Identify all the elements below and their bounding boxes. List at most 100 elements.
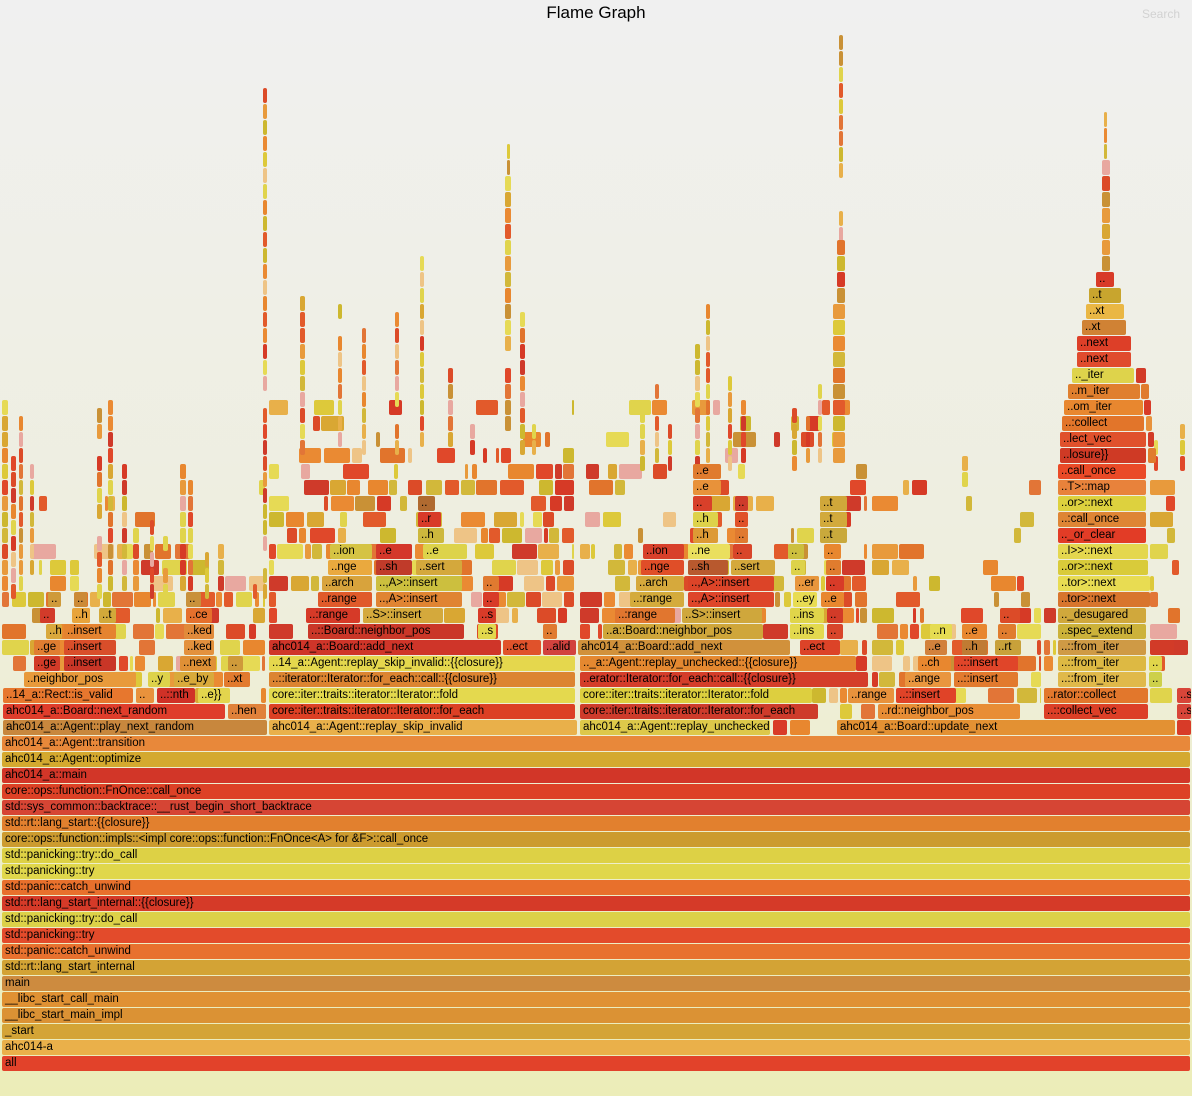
stack-frame-unlabeled[interactable] [454,528,477,543]
stack-frame-unlabeled[interactable] [841,560,865,575]
stack-frame-unlabeled[interactable] [263,232,267,247]
stack-frame-unlabeled[interactable] [395,360,399,375]
stack-frame-unlabeled[interactable] [520,360,525,375]
stack-frame-unlabeled[interactable] [706,400,710,415]
stack-frame[interactable]: ..h [693,512,718,527]
stack-frame-unlabeled[interactable] [312,544,323,559]
stack-frame-unlabeled[interactable] [380,528,397,543]
stack-frame-unlabeled[interactable] [19,560,23,575]
stack-frame-unlabeled[interactable] [108,464,113,479]
stack-frame-unlabeled[interactable] [300,344,305,359]
stack-frame[interactable]: ..call_once [1058,464,1146,479]
stack-frame[interactable]: ..:range [630,592,684,607]
stack-frame-unlabeled[interactable] [338,304,342,319]
stack-frame-unlabeled[interactable] [505,384,511,399]
stack-frame-unlabeled[interactable] [562,560,574,575]
stack-frame[interactable]: ..e [423,544,467,559]
stack-frame-unlabeled[interactable] [420,368,424,383]
stack-frame-unlabeled[interactable] [133,528,139,543]
stack-frame-unlabeled[interactable] [263,344,267,359]
stack-frame-unlabeled[interactable] [188,544,193,559]
stack-frame-unlabeled[interactable] [668,440,672,455]
stack-frame-unlabeled[interactable] [1044,656,1054,671]
stack-frame[interactable]: ahc014_a::Board::add_next [269,640,501,655]
stack-frame-unlabeled[interactable] [598,624,602,639]
stack-frame-unlabeled[interactable] [962,456,968,471]
stack-frame-unlabeled[interactable] [19,448,23,463]
stack-frame-unlabeled[interactable] [305,544,312,559]
stack-frame-unlabeled[interactable] [30,560,34,575]
stack-frame[interactable]: std::panic::catch_unwind [2,944,1190,959]
stack-frame-unlabeled[interactable] [163,568,168,583]
stack-frame[interactable]: ..next [1077,352,1131,367]
stack-frame-unlabeled[interactable] [532,424,536,439]
stack-frame-unlabeled[interactable] [899,544,925,559]
stack-frame[interactable]: ..ect [800,640,840,655]
stack-frame-unlabeled[interactable] [852,576,867,591]
stack-frame[interactable]: std::panicking::try [2,928,1190,943]
stack-frame[interactable]: .. [483,592,499,607]
stack-frame-unlabeled[interactable] [108,544,113,559]
stack-frame-unlabeled[interactable] [833,384,845,399]
stack-frame-unlabeled[interactable] [662,512,677,527]
stack-frame-unlabeled[interactable] [856,656,867,671]
stack-frame-unlabeled[interactable] [840,640,859,655]
stack-frame-unlabeled[interactable] [585,512,600,527]
stack-frame-unlabeled[interactable] [338,416,342,431]
stack-frame-unlabeled[interactable] [309,528,335,543]
stack-frame-unlabeled[interactable] [143,544,154,559]
stack-frame-unlabeled[interactable] [340,512,347,527]
stack-frame-unlabeled[interactable] [495,448,500,463]
stack-frame-unlabeled[interactable] [520,344,525,359]
stack-frame-unlabeled[interactable] [263,456,267,471]
stack-frame[interactable]: .. [418,496,435,511]
stack-frame-unlabeled[interactable] [619,592,632,607]
stack-frame-unlabeled[interactable] [323,448,351,463]
stack-frame[interactable]: ..::Board::neighbor_pos [308,624,464,639]
stack-frame-unlabeled[interactable] [1014,656,1037,671]
stack-frame-unlabeled[interactable] [39,496,47,511]
stack-frame-unlabeled[interactable] [163,536,168,551]
stack-frame-unlabeled[interactable] [532,512,542,527]
stack-frame-unlabeled[interactable] [545,576,556,591]
stack-frame-unlabeled[interactable] [833,336,845,351]
stack-frame-unlabeled[interactable] [994,592,1000,607]
stack-frame-unlabeled[interactable] [263,264,267,279]
stack-frame-unlabeled[interactable] [1017,608,1031,623]
stack-frame-unlabeled[interactable] [532,440,536,455]
stack-frame-unlabeled[interactable] [122,464,127,479]
stack-frame-unlabeled[interactable] [122,528,127,543]
stack-frame-unlabeled[interactable] [19,512,23,527]
stack-frame-unlabeled[interactable] [706,320,710,335]
stack-frame-unlabeled[interactable] [150,552,154,567]
stack-frame-unlabeled[interactable] [1154,440,1158,455]
stack-frame-unlabeled[interactable] [872,560,890,575]
stack-frame-unlabeled[interactable] [276,544,304,559]
stack-frame-unlabeled[interactable] [791,528,795,543]
stack-frame-unlabeled[interactable] [520,376,525,391]
stack-frame-unlabeled[interactable] [97,584,102,599]
stack-frame-unlabeled[interactable] [338,384,342,399]
stack-frame[interactable]: .. [136,688,154,703]
stack-frame-unlabeled[interactable] [792,408,797,423]
stack-frame-unlabeled[interactable] [860,608,867,623]
stack-frame[interactable]: ..e [821,592,844,607]
stack-frame-unlabeled[interactable] [818,416,822,431]
stack-frame[interactable]: .. [543,624,557,639]
stack-frame-unlabeled[interactable] [263,280,267,295]
stack-frame-unlabeled[interactable] [606,432,629,447]
stack-frame-unlabeled[interactable] [792,456,797,471]
stack-frame[interactable]: ..lect_vec [1060,432,1146,447]
stack-frame-unlabeled[interactable] [706,304,710,319]
stack-frame-unlabeled[interactable] [1102,192,1110,207]
stack-frame[interactable]: .. [827,608,843,623]
stack-frame[interactable]: ..e [962,624,987,639]
stack-frame-unlabeled[interactable] [11,552,16,567]
stack-frame[interactable]: ..14_a::Rect::is_valid [3,688,133,703]
stack-frame-unlabeled[interactable] [30,480,34,495]
stack-frame-unlabeled[interactable] [216,592,223,607]
stack-frame-unlabeled[interactable] [420,320,424,335]
stack-frame-unlabeled[interactable] [496,576,514,591]
stack-frame[interactable]: .. [826,560,841,575]
stack-frame[interactable]: .. [826,576,844,591]
